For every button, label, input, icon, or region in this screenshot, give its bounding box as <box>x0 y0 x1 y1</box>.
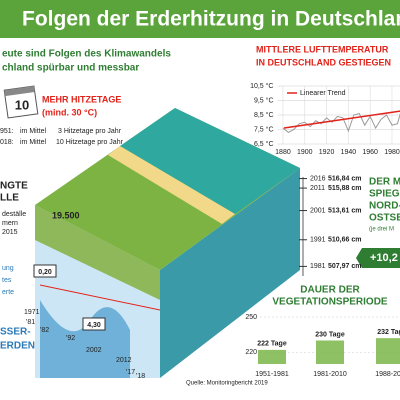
gw-title: ERDEN <box>0 341 35 352</box>
y-tick-label: 6,5 °C <box>254 140 274 148</box>
gw-year: 2012 <box>116 357 132 364</box>
landscape-illustration <box>35 108 300 378</box>
box-title: LLE <box>0 193 19 204</box>
scale-year: 2001 <box>310 207 326 214</box>
scale-year: 2016 <box>310 175 326 182</box>
y-tick-label: 8,5 °C <box>254 111 274 119</box>
x-tick-label: 1951-1981 <box>255 371 289 378</box>
scale-year: 1981 <box>310 263 326 270</box>
sea-title: SPIEGE <box>369 189 400 200</box>
gw-note: erte <box>2 289 14 296</box>
scale-value: 510,66 cm <box>328 237 361 244</box>
box-line: mern <box>2 220 18 227</box>
box-line: 2015 <box>2 229 18 236</box>
heat-year: 018: <box>0 139 14 146</box>
gw-year: 2002 <box>86 347 102 354</box>
heat-note: im Mittel <box>20 128 47 135</box>
gw-year: 1971 <box>24 309 40 316</box>
gw-note: ung <box>2 265 14 272</box>
sea-title: DER M <box>369 177 400 188</box>
x-tick-label: 1880 <box>275 149 291 156</box>
y-tick-label: 7,5 °C <box>254 125 274 133</box>
scale-value: 515,88 cm <box>328 185 361 192</box>
title: Folgen der Erderhitzung in Deutschland <box>22 8 400 31</box>
veg-title: VEGETATIONSPERIODE <box>272 297 388 308</box>
scale-year: 2011 <box>310 185 325 192</box>
source: Quelle: Monitoringbericht 2019 <box>186 381 268 387</box>
scale-year: 1991 <box>310 237 326 244</box>
sea-title: OSTSE <box>369 213 400 224</box>
y-tick-label: 250 <box>245 314 257 321</box>
scale-value: 513,61 cm <box>328 207 361 214</box>
label-box <box>33 264 57 278</box>
x-tick-label: 1920 <box>319 149 335 156</box>
heat-subtitle: (mind. 30 °C) <box>42 107 97 117</box>
x-tick-label: 1940 <box>341 149 357 156</box>
heat-note: im Mittel <box>20 139 47 146</box>
gw-value: 0,20 <box>38 269 52 276</box>
y-tick-label: 9,5 °C <box>254 96 274 104</box>
bar <box>316 340 344 364</box>
title-banner <box>0 0 400 38</box>
sea-title: NORD- <box>369 201 400 212</box>
gw-year: '81 <box>26 319 35 326</box>
calendar-icon <box>3 85 39 119</box>
scale-value: 516,84 cm <box>328 175 361 182</box>
gw-year: '92 <box>66 335 75 342</box>
change-arrow <box>356 248 400 268</box>
heat-note: 3 Hitzetage pro Jahr <box>58 128 122 135</box>
box-title: NGTE <box>0 181 28 192</box>
heat-title: MEHR HITZETAGE <box>42 94 121 104</box>
value-label: 222 Tage <box>257 341 287 348</box>
x-tick-label: 1960 <box>362 149 378 156</box>
y-tick-label: 10,5 °C <box>250 82 273 90</box>
gw-year: '82 <box>40 327 49 334</box>
value-label: 230 Tage <box>315 331 345 338</box>
calendar-number: 10 <box>15 97 29 112</box>
gw-note: tes <box>2 277 12 284</box>
legend-label: Linearer Trend <box>300 90 346 97</box>
x-tick-label: 1980 <box>384 149 400 156</box>
bar <box>376 338 400 364</box>
x-tick-label: 1981-2010 <box>313 371 347 378</box>
label-box <box>82 317 106 331</box>
x-tick-label: 1900 <box>297 149 313 156</box>
gw-value: 4,30 <box>87 322 101 329</box>
scale-value: 507,97 cm <box>328 263 361 270</box>
gw-title: SSER- <box>0 327 31 338</box>
y-tick-label: 220 <box>245 349 257 356</box>
x-tick-label: 1988-201 <box>375 371 400 378</box>
value-label: 232 Tag <box>377 329 400 336</box>
sea-change: +10,2 <box>370 252 398 264</box>
sea-note: (je drei M <box>369 227 394 233</box>
box-line: deställe <box>2 211 26 218</box>
heat-note: 10 Hitzetage pro Jahr <box>56 139 124 146</box>
trend-line <box>283 110 400 129</box>
temp-title: MITTLERE LUFTTEMPERATUR <box>256 44 389 54</box>
temp-title: IN DEUTSCHLAND GESTIEGEN <box>256 57 391 67</box>
subtitle: eute sind Folgen des Klimawandels <box>2 49 171 60</box>
veg-title: DAUER DER <box>300 285 360 296</box>
gw-year: '17 <box>126 369 135 376</box>
bar <box>258 349 286 364</box>
gw-year: '18 <box>136 373 145 380</box>
subtitle: chland spürbar und messbar <box>2 63 139 74</box>
heat-year: 951: <box>0 128 14 135</box>
box-number: 19.500 <box>52 210 80 220</box>
